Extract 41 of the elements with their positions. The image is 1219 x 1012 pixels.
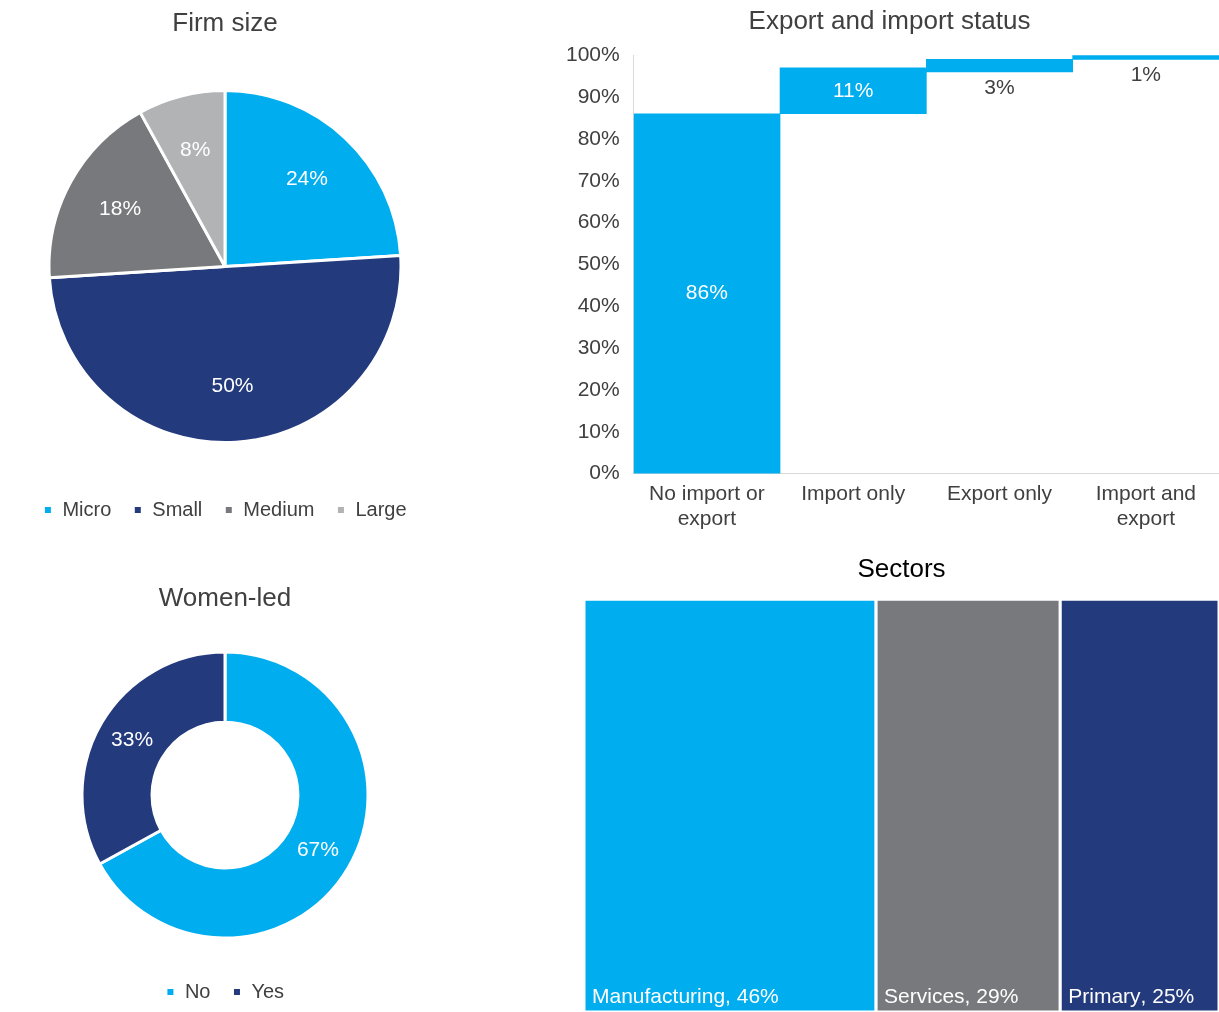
data-label: 67% — [296, 836, 339, 860]
x-tick-label: Import and export — [1095, 481, 1197, 530]
category-label: Primary — [1068, 984, 1142, 1008]
y-tick-label: 20% — [577, 376, 620, 400]
data-label: , 46% — [725, 984, 779, 1008]
legend-label: Micro — [62, 497, 112, 520]
y-tick-label: 30% — [577, 334, 620, 358]
data-label: 8% — [180, 137, 211, 161]
legend-label: Medium — [243, 497, 315, 520]
data-label: 86% — [685, 280, 728, 304]
x-tick-label: Export only — [946, 481, 1053, 504]
data-label: 24% — [285, 166, 328, 190]
y-tick-label: 0% — [589, 460, 620, 484]
chart-title: Firm size — [172, 6, 278, 37]
legend-label: Small — [152, 497, 203, 520]
data-label: 3% — [984, 74, 1015, 98]
legend-label: Yes — [251, 979, 285, 1002]
chart-title: Women-led — [158, 581, 292, 612]
y-tick-label: 70% — [577, 167, 620, 191]
chart-title: Export and import status — [748, 4, 1031, 35]
data-label: 11% — [832, 77, 874, 101]
y-tick-label: 60% — [577, 209, 620, 233]
data-label: 18% — [99, 195, 142, 219]
y-tick-label: 100% — [565, 42, 620, 65]
text: Sectors — [857, 552, 946, 583]
y-tick-label: 50% — [577, 251, 620, 275]
y-tick-label: 80% — [577, 125, 620, 149]
y-tick-label: 40% — [577, 293, 620, 317]
x-tick-label: Import only — [801, 481, 906, 504]
data-label: 50% — [211, 372, 254, 396]
data-label: , 25% — [1140, 984, 1195, 1008]
y-tick-label: 90% — [577, 83, 620, 107]
data-label: 1% — [1130, 62, 1162, 86]
y-tick-label: 10% — [577, 418, 620, 442]
x-tick-label: No import or export — [649, 481, 765, 530]
category-label: Manufacturing — [592, 984, 726, 1008]
legend-label: No — [184, 979, 211, 1002]
legend-label: Large — [355, 497, 407, 520]
data-label: , 29% — [964, 984, 1019, 1008]
category-label: Services — [884, 984, 965, 1008]
data-label: 33% — [111, 726, 154, 750]
